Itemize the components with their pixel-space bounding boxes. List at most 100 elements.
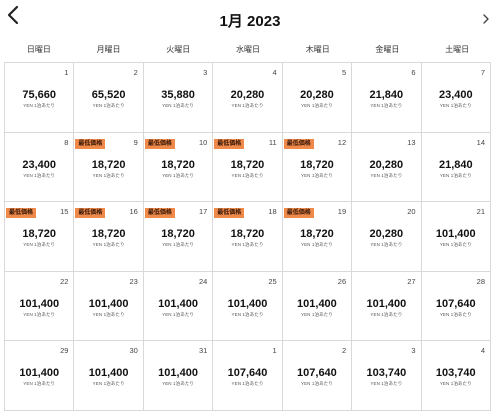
calendar-day-cell[interactable]: 5 20,280 YEN 1泊あたり	[282, 63, 353, 133]
price-unit-label: YEN 1泊あたり	[162, 311, 195, 317]
price-unit-label: YEN 1泊あたり	[162, 242, 195, 248]
nightly-price: 101,400	[158, 297, 198, 310]
day-number: 8	[64, 137, 69, 147]
price-unit-label: YEN 1泊あたり	[231, 311, 264, 317]
price-unit-label: YEN 1泊あたり	[439, 242, 472, 248]
calendar-day-cell[interactable]: 1 75,660 YEN 1泊あたり	[5, 63, 75, 133]
nightly-price: 101,400	[297, 297, 337, 310]
calendar-day-cell[interactable]: 8 23,400 YEN 1泊あたり	[5, 132, 75, 203]
day-number: 5	[341, 68, 347, 77]
calendar-day-cell[interactable]: 12 最低価格 18,720 YEN 1泊あたり	[282, 132, 353, 203]
calendar-day-cell[interactable]: 10 最低価格 18,720 YEN 1泊あたり	[143, 132, 214, 203]
price-unit-label: YEN 1泊あたり	[439, 172, 472, 178]
price-unit-label: YEN 1泊あたり	[231, 381, 264, 387]
calendar-day-cell[interactable]: 29 101,400 YEN 1泊あたり	[5, 341, 75, 411]
nightly-price: 18,720	[91, 228, 126, 241]
price-unit-label: YEN 1泊あたり	[439, 381, 472, 387]
calendar-day-cell[interactable]: 3 35,880 YEN 1泊あたり	[143, 63, 214, 133]
chevron-left-icon[interactable]	[4, 4, 24, 26]
nightly-price: 65,520	[91, 89, 126, 101]
price-unit-label: YEN 1泊あたり	[92, 381, 125, 387]
calendar-day-cell[interactable]: 19 最低価格 18,720 YEN 1泊あたり	[282, 202, 353, 272]
calendar-day-cell[interactable]: 23 101,400 YEN 1泊あたり	[74, 271, 144, 342]
day-number: 2	[133, 68, 138, 77]
nightly-price: 20,280	[300, 89, 334, 101]
day-number: 19	[337, 207, 347, 217]
calendar-day-cell[interactable]: 4 103,740 YEN 1泊あたり	[421, 341, 491, 411]
calendar-day-cell[interactable]: 26 101,400 YEN 1泊あたり	[282, 271, 353, 342]
calendar-day-cell[interactable]: 2 107,640 YEN 1泊あたり	[282, 341, 353, 411]
calendar-day-cell[interactable]: 28 107,640 YEN 1泊あたり	[421, 271, 491, 342]
price-unit-label: YEN 1泊あたり	[300, 103, 333, 108]
calendar-day-cell[interactable]: 14 21,840 YEN 1泊あたり	[421, 132, 491, 203]
calendar-day-cell[interactable]: 4 20,280 YEN 1泊あたり	[213, 63, 283, 133]
nightly-price: 103,740	[435, 367, 476, 380]
day-number: 9	[133, 137, 138, 147]
day-number: 2	[341, 346, 347, 356]
price-unit-label: YEN 1泊あたり	[92, 242, 125, 248]
nightly-price: 21,840	[369, 89, 404, 101]
price-unit-label: YEN 1泊あたり	[92, 172, 125, 178]
calendar-day-cell[interactable]: 22 101,400 YEN 1泊あたり	[5, 271, 75, 342]
price-unit-label: YEN 1泊あたり	[439, 311, 472, 317]
day-number: 27	[407, 276, 416, 286]
price-unit-label: YEN 1泊あたり	[439, 103, 472, 108]
nightly-price: 75,660	[22, 89, 57, 101]
price-unit-label: YEN 1泊あたり	[23, 172, 56, 178]
calendar-day-cell[interactable]: 13 20,280 YEN 1泊あたり	[352, 132, 422, 203]
calendar-day-cell[interactable]: 21 101,400 YEN 1泊あたり	[421, 202, 491, 272]
nightly-price: 103,740	[366, 367, 407, 380]
weekday-friday: 金曜日	[375, 45, 400, 54]
price-unit-label: YEN 1泊あたり	[370, 242, 403, 248]
calendar-day-cell[interactable]: 3 103,740 YEN 1泊あたり	[352, 341, 422, 411]
calendar-day-cell[interactable]: 30 101,400 YEN 1泊あたり	[74, 341, 144, 411]
price-unit-label: YEN 1泊あたり	[231, 242, 264, 248]
calendar-day-cell[interactable]: 24 101,400 YEN 1泊あたり	[143, 271, 214, 342]
day-number: 22	[60, 276, 69, 286]
weekday-thursday: 木曜日	[305, 45, 330, 54]
price-unit-label: YEN 1泊あたり	[92, 311, 125, 317]
calendar-day-cell[interactable]: 7 23,400 YEN 1泊あたり	[421, 63, 491, 133]
calendar-day-cell[interactable]: 11 最低価格 18,720 YEN 1泊あたり	[213, 132, 283, 203]
price-unit-label: YEN 1泊あたり	[162, 172, 195, 178]
month-title: 1月 2023	[219, 13, 281, 30]
day-number: 16	[129, 207, 138, 217]
nightly-price: 18,720	[300, 228, 334, 241]
day-number: 6	[411, 68, 416, 77]
calendar-day-cell[interactable]: 15 最低価格 18,720 YEN 1泊あたり	[5, 202, 75, 272]
price-unit-label: YEN 1泊あたり	[370, 103, 403, 108]
lowest-price-badge: 最低価格	[144, 138, 175, 149]
day-number: 4	[272, 68, 277, 77]
calendar-day-cell[interactable]: 2 65,520 YEN 1泊あたり	[74, 63, 144, 133]
price-unit-label: YEN 1泊あたり	[23, 311, 56, 317]
nightly-price: 101,400	[19, 367, 60, 380]
day-number: 10	[198, 137, 208, 147]
price-unit-label: YEN 1泊あたり	[231, 172, 264, 178]
calendar-day-cell[interactable]: 17 最低価格 18,720 YEN 1泊あたり	[143, 202, 214, 272]
lowest-price-badge: 最低価格	[283, 208, 314, 219]
lowest-price-badge: 最低価格	[144, 208, 175, 219]
weekday-monday: 月曜日	[96, 45, 121, 54]
lowest-price-badge: 最低価格	[214, 208, 245, 219]
calendar-day-cell[interactable]: 31 101,400 YEN 1泊あたり	[143, 341, 214, 411]
lowest-price-badge: 最低価格	[75, 208, 106, 219]
calendar-day-cell[interactable]: 18 最低価格 18,720 YEN 1泊あたり	[213, 202, 283, 272]
day-number: 1	[64, 68, 69, 77]
calendar-day-cell[interactable]: 6 21,840 YEN 1泊あたり	[352, 63, 422, 133]
calendar-day-cell[interactable]: 1 107,640 YEN 1泊あたり	[213, 341, 283, 411]
price-unit-label: YEN 1泊あたり	[92, 103, 125, 108]
nightly-price: 101,400	[158, 367, 198, 380]
nightly-price: 18,720	[161, 158, 195, 171]
chevron-right-icon[interactable]	[480, 12, 492, 26]
day-number: 29	[60, 346, 69, 356]
calendar-day-cell[interactable]: 16 最低価格 18,720 YEN 1泊あたり	[74, 202, 144, 272]
nightly-price: 18,720	[91, 158, 126, 171]
calendar-day-cell[interactable]: 27 101,400 YEN 1泊あたり	[352, 271, 422, 342]
calendar-day-cell[interactable]: 9 最低価格 18,720 YEN 1泊あたり	[74, 132, 144, 203]
calendar-day-cell[interactable]: 25 101,400 YEN 1泊あたり	[213, 271, 283, 342]
day-number: 15	[60, 207, 69, 217]
nightly-price: 101,400	[19, 297, 60, 310]
calendar-day-cell[interactable]: 20 20,280 YEN 1泊あたり	[352, 202, 422, 272]
calendar-grid: 1 75,660 YEN 1泊あたり 2 65,520 YEN 1泊あたり 3 35,880 Y…	[4, 62, 491, 411]
day-number: 14	[476, 137, 485, 147]
